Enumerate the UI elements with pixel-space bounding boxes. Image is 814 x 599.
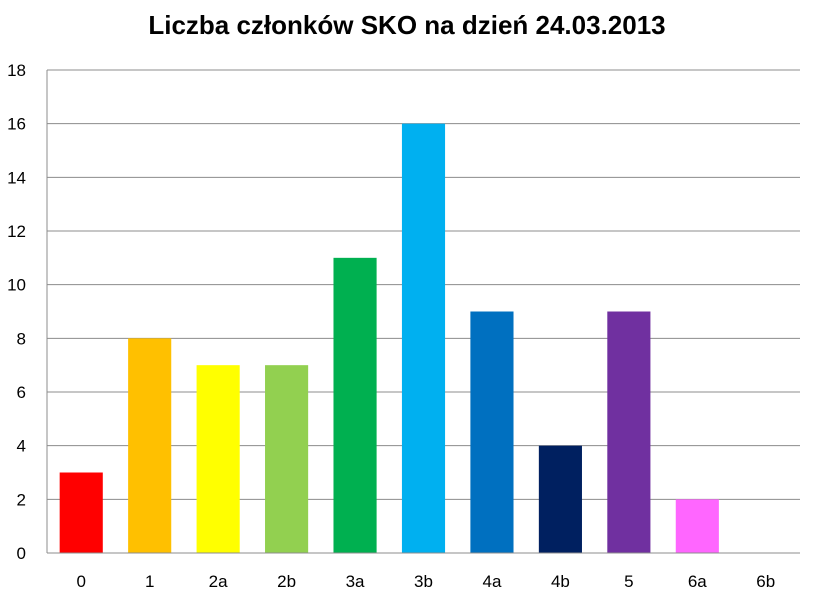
x-tick-label: 1 [145, 572, 154, 591]
bar [607, 311, 651, 553]
bar [333, 257, 377, 553]
y-tick-label: 12 [7, 222, 26, 241]
x-tick-label: 2b [277, 572, 296, 591]
bar [59, 472, 103, 553]
chart-title: Liczba członków SKO na dzień 24.03.2013 [148, 10, 666, 40]
bar [265, 365, 309, 553]
bar [675, 499, 719, 553]
y-tick-label: 4 [17, 437, 26, 456]
y-tick-label: 2 [17, 490, 26, 509]
y-tick-label: 6 [17, 383, 26, 402]
x-tick-label: 6a [688, 572, 707, 591]
bar [196, 365, 240, 553]
x-tick-label: 0 [76, 572, 85, 591]
x-tick-label: 4a [482, 572, 501, 591]
bar [470, 311, 514, 553]
y-tick-label: 14 [7, 168, 26, 187]
y-tick-label: 18 [7, 61, 26, 80]
bar [401, 123, 446, 554]
y-tick-label: 10 [7, 276, 26, 295]
y-tick-label: 8 [17, 329, 26, 348]
bar [538, 445, 582, 553]
x-tick-label: 3b [414, 572, 433, 591]
y-tick-label: 16 [7, 115, 26, 134]
x-tick-label: 4b [551, 572, 570, 591]
x-tick-label: 2a [209, 572, 228, 591]
x-tick-label: 6b [756, 572, 775, 591]
x-tick-label: 3a [346, 572, 365, 591]
y-tick-label: 0 [17, 544, 26, 563]
x-tick-label: 5 [624, 572, 633, 591]
bar [128, 338, 172, 553]
